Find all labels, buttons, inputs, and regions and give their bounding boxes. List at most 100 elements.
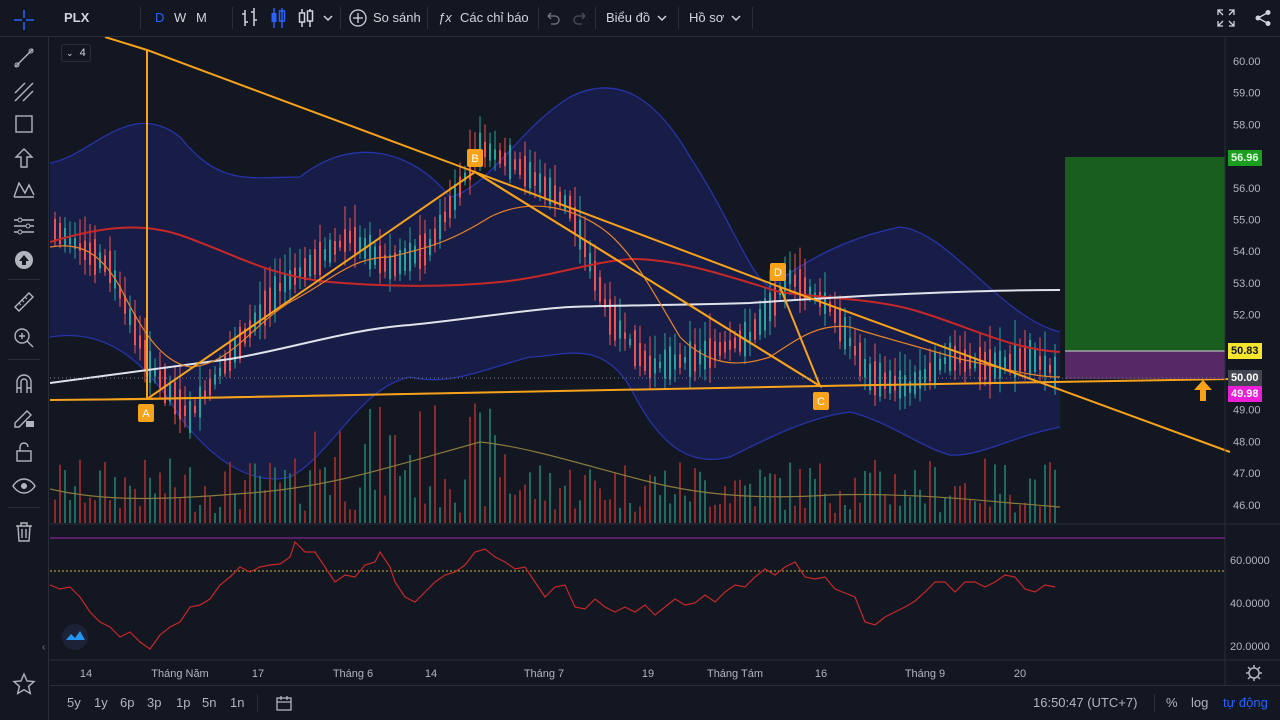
target-zone[interactable] bbox=[1065, 157, 1225, 351]
volume-bar bbox=[609, 499, 611, 523]
ruler-icon[interactable] bbox=[11, 289, 37, 315]
volume-bar bbox=[979, 503, 981, 523]
volume-bar bbox=[454, 502, 456, 523]
clock-label[interactable]: 16:50:47 (UTC+7) bbox=[1033, 695, 1138, 710]
date-range-icon[interactable] bbox=[275, 694, 293, 712]
trend-line-icon[interactable] bbox=[11, 45, 37, 71]
range-1y-button[interactable]: 1y bbox=[94, 695, 108, 710]
volume-bar bbox=[744, 485, 746, 523]
volume-bar bbox=[964, 483, 966, 523]
volume-bar bbox=[344, 501, 346, 523]
candle-body bbox=[199, 386, 201, 418]
interval-d-button[interactable]: D bbox=[155, 10, 165, 25]
volume-bar bbox=[289, 473, 291, 523]
magnet-icon[interactable] bbox=[11, 371, 37, 397]
volume-bar bbox=[954, 486, 956, 523]
candle-body bbox=[669, 346, 671, 380]
profile-menu-button[interactable]: Hồ sơ bbox=[689, 10, 725, 25]
volume-bar bbox=[754, 506, 756, 523]
candle-body bbox=[1024, 345, 1026, 372]
star-icon[interactable] bbox=[11, 671, 37, 697]
pattern-drawing[interactable] bbox=[50, 37, 1231, 453]
candle-body bbox=[764, 298, 766, 331]
interval-m-button[interactable]: M bbox=[196, 10, 207, 25]
interval-w-button[interactable]: W bbox=[174, 10, 187, 25]
chevron-down-icon[interactable] bbox=[322, 12, 334, 48]
symbol-label[interactable]: PLX bbox=[64, 10, 90, 25]
candles-style-icon[interactable] bbox=[268, 6, 288, 42]
redo-icon[interactable] bbox=[572, 10, 588, 46]
legend-toggle[interactable]: ⌄ 4 bbox=[61, 44, 91, 62]
arrow-up-icon[interactable] bbox=[1194, 380, 1212, 401]
price-tick-label: 56.00 bbox=[1233, 183, 1261, 195]
volume-ma-line bbox=[50, 441, 1061, 508]
candle-body bbox=[404, 247, 406, 272]
rectangle-icon[interactable] bbox=[11, 111, 37, 137]
rsi-axis[interactable]: 60.0000 40.0000 20.0000 bbox=[1230, 555, 1270, 653]
trash-icon[interactable] bbox=[11, 519, 37, 545]
volume-bar bbox=[644, 485, 646, 523]
range-5y-button[interactable]: 5y bbox=[67, 695, 81, 710]
pattern-point-b[interactable]: B bbox=[467, 149, 483, 167]
candle-body bbox=[1004, 356, 1006, 370]
auto-scale-button[interactable]: tự động bbox=[1223, 695, 1268, 710]
undo-icon[interactable] bbox=[545, 10, 561, 46]
stop-zone[interactable] bbox=[1065, 351, 1225, 379]
zoom-in-icon[interactable] bbox=[11, 325, 37, 351]
time-axis[interactable]: 14 Tháng Năm 17 Tháng 6 14 Tháng 7 19 Tháng Tám… bbox=[80, 668, 1026, 680]
candle-body bbox=[789, 269, 791, 285]
arrow-up-icon[interactable] bbox=[11, 145, 37, 171]
bars-style-icon[interactable] bbox=[240, 6, 260, 42]
compare-button[interactable]: So sánh bbox=[373, 10, 421, 25]
indicators-button[interactable]: Các chỉ báo bbox=[460, 10, 529, 25]
range-3m-button[interactable]: 3p bbox=[147, 695, 162, 710]
pattern-point-d[interactable]: D bbox=[770, 263, 786, 281]
pattern-point-c[interactable]: C bbox=[813, 392, 829, 410]
range-1m-button[interactable]: 1p bbox=[176, 695, 191, 710]
fullscreen-icon[interactable] bbox=[1216, 8, 1236, 44]
candle-body bbox=[699, 349, 701, 365]
eye-icon[interactable] bbox=[11, 473, 37, 499]
pattern-point-a[interactable]: A bbox=[138, 404, 154, 422]
volume-bar bbox=[304, 510, 306, 523]
chevron-down-icon[interactable] bbox=[730, 12, 742, 48]
hollow-candles-icon[interactable] bbox=[296, 6, 316, 42]
range-5d-button[interactable]: 5n bbox=[202, 695, 217, 710]
range-6m-button[interactable]: 6p bbox=[120, 695, 135, 710]
candle-body bbox=[949, 342, 951, 372]
volume-bar bbox=[639, 506, 641, 523]
volume-bar bbox=[689, 501, 691, 523]
candle-body bbox=[879, 362, 881, 397]
volume-bar bbox=[364, 443, 366, 523]
settings-gear-icon[interactable] bbox=[1246, 665, 1262, 681]
candle-body bbox=[424, 233, 426, 266]
volume-bar bbox=[109, 500, 111, 523]
candle-body bbox=[774, 283, 776, 316]
fib-pitchfork-icon[interactable] bbox=[11, 79, 37, 105]
lock-icon[interactable] bbox=[11, 439, 37, 465]
share-icon[interactable] bbox=[1254, 9, 1272, 45]
chevron-down-icon[interactable] bbox=[656, 12, 668, 48]
indicators-fx-icon[interactable]: ƒx bbox=[438, 10, 452, 25]
compare-plus-icon[interactable] bbox=[348, 8, 368, 44]
percent-scale-button[interactable]: % bbox=[1166, 695, 1178, 710]
chart-menu-button[interactable]: Biểu đồ bbox=[606, 10, 651, 25]
candle-body bbox=[454, 184, 456, 210]
crosshair-icon[interactable] bbox=[11, 7, 37, 33]
upper-price-tag: 50.83 bbox=[1228, 343, 1262, 359]
range-1d-button[interactable]: 1n bbox=[230, 695, 245, 710]
prediction-icon[interactable] bbox=[11, 213, 37, 239]
icon-shapes-icon[interactable] bbox=[11, 247, 37, 273]
log-scale-button[interactable]: log bbox=[1191, 695, 1209, 710]
volume-bar bbox=[444, 479, 446, 523]
candle-body bbox=[1009, 353, 1011, 371]
price-axis[interactable]: 60.0059.0058.0057.0056.0055.0054.0053.00… bbox=[1233, 56, 1261, 512]
pencil-lock-icon[interactable] bbox=[11, 405, 37, 431]
collapse-panel-handle[interactable]: ‹ bbox=[42, 642, 46, 653]
candle-body bbox=[1034, 347, 1036, 373]
pattern-icon[interactable] bbox=[11, 177, 37, 203]
volume-bar bbox=[969, 498, 971, 523]
candle-body bbox=[884, 372, 886, 389]
